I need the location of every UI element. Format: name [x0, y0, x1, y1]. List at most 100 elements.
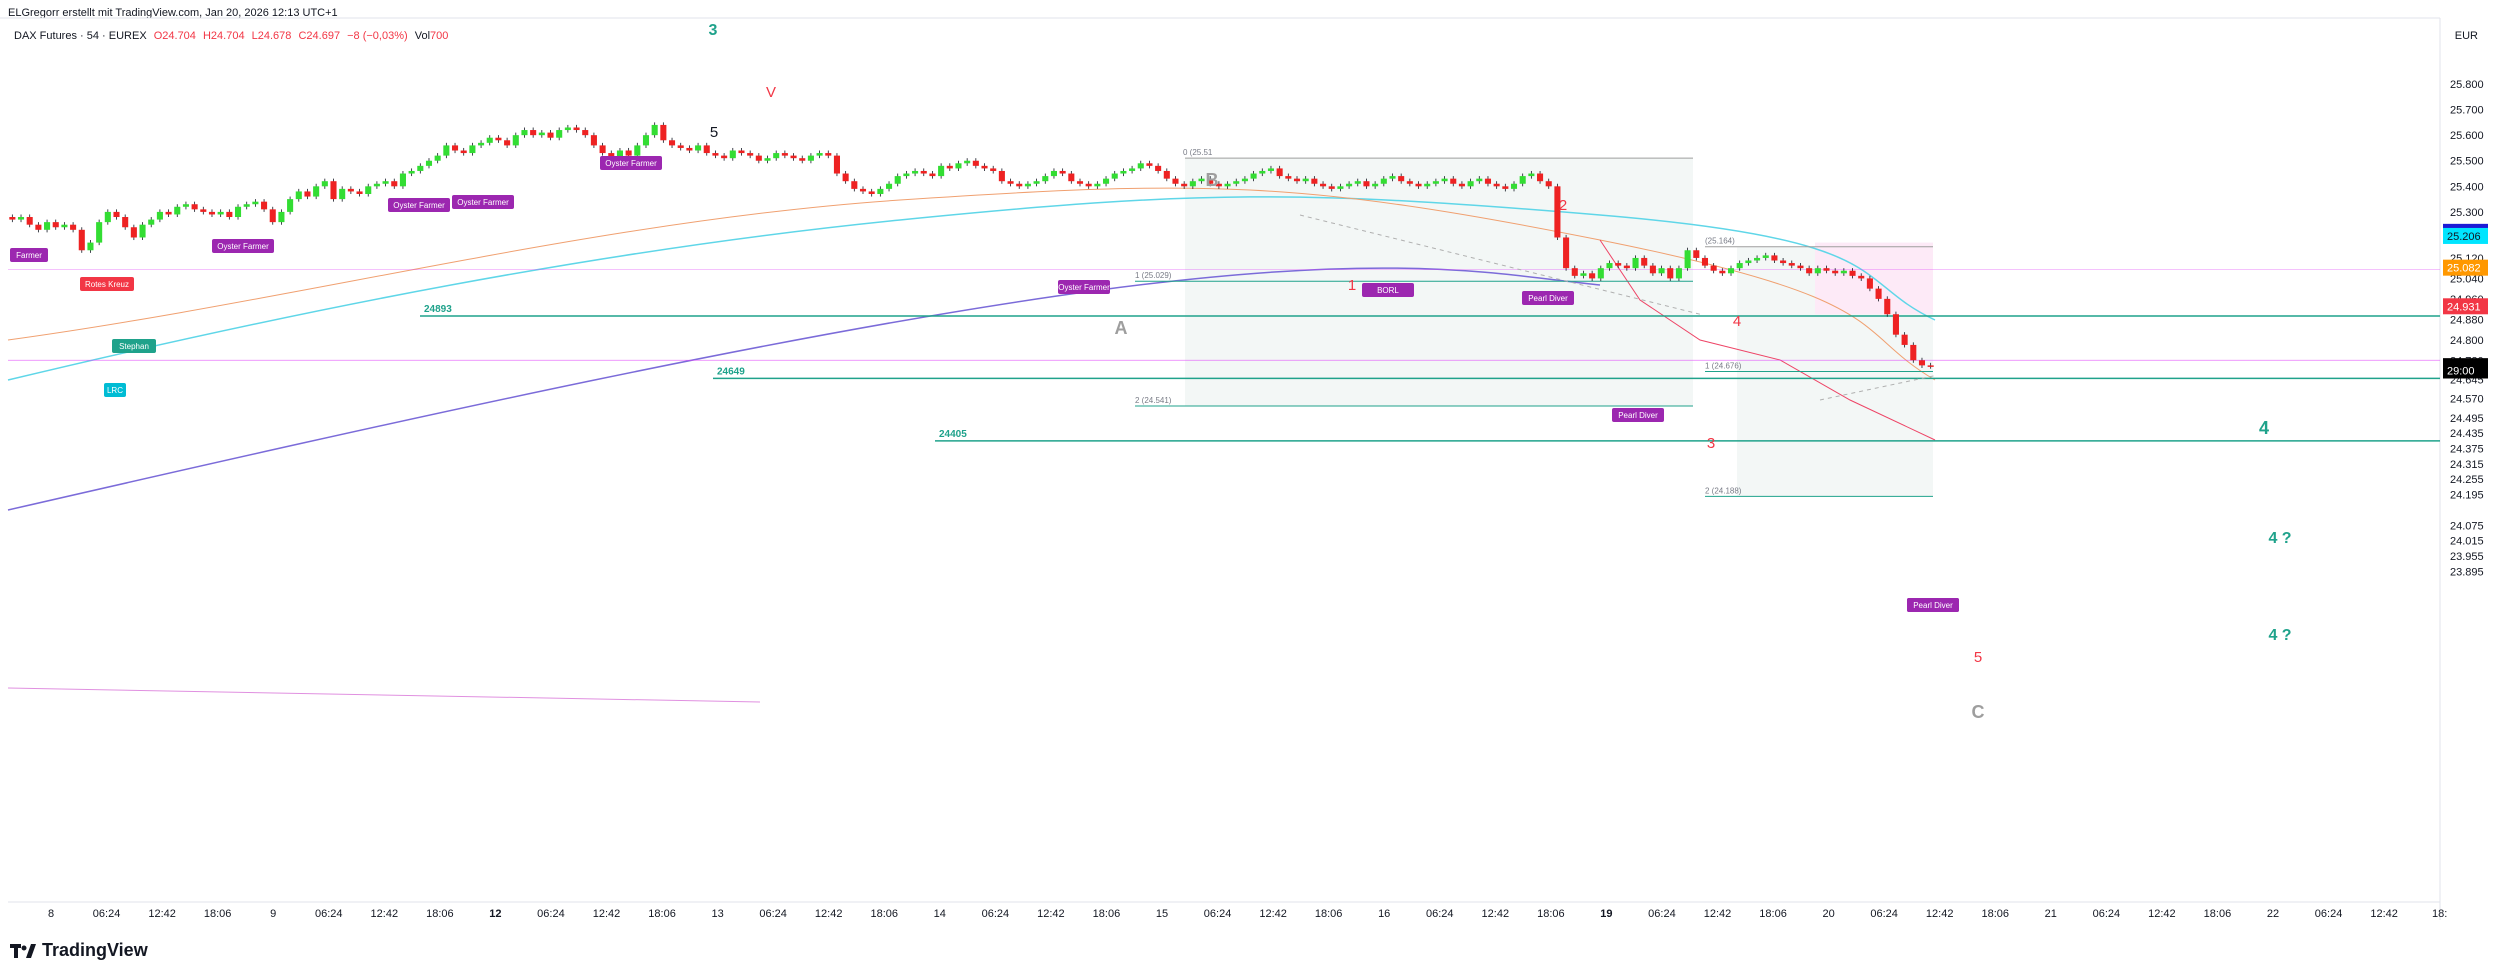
candle[interactable] — [1302, 178, 1309, 182]
candle[interactable] — [1241, 178, 1248, 182]
candle[interactable] — [642, 135, 650, 146]
candle[interactable] — [1493, 183, 1500, 187]
candle[interactable] — [1441, 178, 1448, 182]
candle[interactable] — [816, 153, 823, 156]
candle[interactable] — [1146, 163, 1153, 166]
candle[interactable] — [339, 188, 346, 200]
candle[interactable] — [1571, 268, 1578, 276]
candle[interactable] — [695, 145, 702, 151]
candle[interactable] — [96, 222, 103, 243]
candle[interactable] — [1780, 260, 1787, 264]
candle[interactable] — [1042, 176, 1049, 182]
candle[interactable] — [1754, 257, 1761, 261]
signal-badge[interactable] — [80, 277, 134, 291]
candle[interactable] — [1207, 178, 1214, 184]
candle[interactable] — [356, 191, 363, 194]
candle[interactable] — [1554, 186, 1561, 238]
candle[interactable] — [70, 224, 77, 230]
candle[interactable] — [755, 155, 762, 161]
candle[interactable] — [1580, 273, 1587, 276]
candle[interactable] — [1866, 278, 1873, 289]
candle[interactable] — [1901, 334, 1908, 345]
candle[interactable] — [1693, 250, 1700, 258]
candle[interactable] — [825, 153, 832, 156]
signal-badge[interactable] — [1058, 280, 1110, 294]
candle[interactable] — [564, 127, 571, 131]
candle[interactable] — [729, 150, 736, 159]
candle[interactable] — [200, 209, 207, 212]
candle[interactable] — [1910, 344, 1917, 361]
candle[interactable] — [599, 145, 606, 154]
candle[interactable] — [1918, 360, 1926, 366]
candle[interactable] — [1563, 237, 1570, 269]
candle[interactable] — [1189, 181, 1196, 187]
candle[interactable] — [182, 204, 189, 207]
candle[interactable] — [1432, 181, 1439, 184]
signal-badge[interactable] — [10, 248, 48, 262]
candle[interactable] — [859, 188, 867, 192]
candle[interactable] — [61, 224, 68, 228]
candle[interactable] — [1085, 183, 1092, 187]
candle[interactable] — [1597, 268, 1604, 279]
candle[interactable] — [1450, 178, 1457, 184]
candle[interactable] — [44, 222, 51, 230]
candle[interactable] — [877, 188, 884, 194]
candle[interactable] — [1050, 170, 1057, 177]
tradingview-logo[interactable]: TradingView — [10, 940, 148, 961]
candle[interactable] — [261, 201, 268, 210]
candle[interactable] — [972, 160, 979, 166]
candle[interactable] — [1337, 186, 1344, 189]
candle[interactable] — [425, 160, 433, 166]
candle[interactable] — [686, 147, 693, 151]
candle[interactable] — [156, 211, 163, 220]
candle[interactable] — [1424, 183, 1431, 187]
candle[interactable] — [582, 130, 589, 136]
candle[interactable] — [668, 140, 676, 146]
candle[interactable] — [1710, 265, 1717, 271]
candle[interactable] — [1623, 265, 1630, 269]
candle[interactable] — [920, 170, 927, 174]
candle[interactable] — [1537, 173, 1544, 182]
candle[interactable] — [243, 204, 250, 207]
signal-badge[interactable] — [212, 239, 274, 253]
candle[interactable] — [104, 211, 111, 223]
currency-label[interactable]: EUR — [2454, 30, 2478, 42]
candle[interactable] — [217, 211, 224, 215]
candle[interactable] — [113, 211, 120, 218]
candle[interactable] — [738, 150, 745, 154]
candle[interactable] — [912, 170, 919, 174]
candle[interactable] — [1007, 181, 1014, 184]
candle[interactable] — [1875, 288, 1882, 299]
candle[interactable] — [1372, 183, 1379, 187]
candle[interactable] — [608, 153, 615, 159]
candle[interactable] — [1076, 181, 1084, 184]
signal-badge[interactable] — [104, 383, 126, 397]
candle[interactable] — [677, 145, 684, 148]
candle[interactable] — [1024, 183, 1031, 187]
candle[interactable] — [833, 155, 840, 174]
signal-badge[interactable] — [1612, 408, 1664, 422]
signal-badge[interactable] — [452, 195, 514, 209]
candle[interactable] — [148, 219, 155, 225]
candle[interactable] — [573, 127, 580, 131]
candle[interactable] — [1320, 183, 1327, 187]
candle[interactable] — [1727, 268, 1735, 274]
candle[interactable] — [547, 132, 554, 138]
candle[interactable] — [1788, 263, 1795, 266]
candle[interactable] — [443, 145, 450, 156]
candle[interactable] — [17, 217, 25, 220]
candle[interactable] — [486, 137, 493, 143]
candle[interactable] — [1806, 268, 1813, 274]
candle[interactable] — [495, 137, 502, 141]
candle[interactable] — [1406, 181, 1413, 184]
candle[interactable] — [1380, 178, 1387, 184]
candle[interactable] — [478, 142, 485, 146]
candle[interactable] — [373, 183, 380, 187]
candle[interactable] — [1771, 255, 1778, 261]
candle[interactable] — [1849, 270, 1856, 276]
candle[interactable] — [1389, 176, 1396, 179]
candle[interactable] — [52, 222, 59, 228]
candle[interactable] — [1858, 275, 1865, 279]
candle[interactable] — [1129, 168, 1136, 171]
